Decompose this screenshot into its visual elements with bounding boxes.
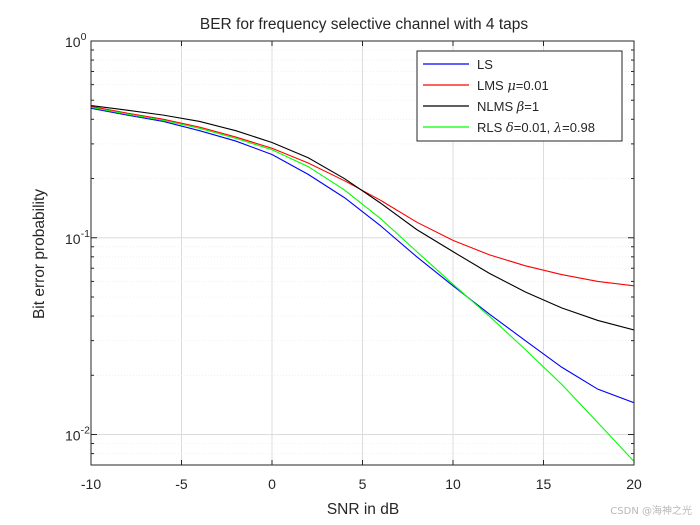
y-axis-label: Bit error probability [31,189,48,319]
series-lines [91,104,634,462]
x-tick-label: 10 [445,476,461,492]
y-tick-base: 10 [65,231,81,247]
legend-text-part: =1 [524,99,539,114]
legend-text-part: =0.01, [514,120,554,135]
y-tick-label: 10-1 [65,228,90,247]
legend-text-part: LS [477,57,493,72]
legend-label-rls: RLS δ=0.01, λ=0.98 [477,120,595,136]
y-tick-base: 10 [65,34,81,50]
legend-text-part: δ [506,121,514,136]
legend-text-part: =0.98 [562,120,595,135]
y-tick-label: 10-2 [65,425,90,444]
legend: LS LMS μ=0.01 NLMS β=1 RLS δ=0.01, λ=0.98 [416,50,623,142]
watermark: CSDN @海神之光 [610,506,692,517]
series-ls-line [91,107,634,404]
legend-text-part: =0.01 [516,78,549,93]
x-tick-label: 5 [359,476,367,492]
legend-label-nlms: NLMS β=1 [477,99,539,115]
legend-label-ls: LS [477,57,493,72]
legend-text-part: β [516,100,525,115]
legend-text-part: LMS [477,78,507,93]
legend-text-part: μ [507,79,515,94]
legend-box [416,50,623,142]
series-nlms-line [91,104,634,331]
y-tick-base: 10 [65,428,81,444]
x-tick-label: 0 [268,476,276,492]
x-tick-label: -5 [175,476,188,492]
legend-label-lms: LMS μ=0.01 [477,78,549,94]
x-tick-label: 15 [536,476,552,492]
legend-text-part: NLMS [477,99,517,114]
y-tick-exponent: -2 [81,425,90,437]
legend-text-part: RLS [477,120,506,135]
y-tick-exponent: 0 [81,31,87,43]
series-rls-line [91,106,634,462]
legend-text-part: λ [553,121,562,136]
x-tick-label: -10 [81,476,101,492]
x-tick-label: 20 [626,476,642,492]
y-tick-label: 100 [65,31,87,50]
chart-title: BER for frequency selective channel with… [200,16,529,33]
y-tick-exponent: -1 [81,228,90,240]
x-axis-label: SNR in dB [327,501,399,518]
